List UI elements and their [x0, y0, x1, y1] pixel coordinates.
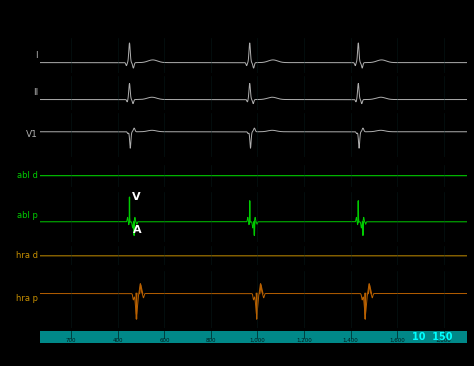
- Text: I: I: [36, 51, 38, 60]
- Text: hra p: hra p: [16, 294, 38, 303]
- Text: A: A: [133, 225, 142, 235]
- Text: 400: 400: [113, 338, 123, 343]
- Text: V: V: [132, 191, 140, 202]
- Text: 800: 800: [206, 338, 216, 343]
- Text: abl p: abl p: [17, 212, 38, 220]
- Text: V1: V1: [26, 130, 38, 139]
- Text: 1,600: 1,600: [389, 338, 405, 343]
- Text: hra d: hra d: [16, 251, 38, 260]
- Text: abl d: abl d: [17, 171, 38, 180]
- Text: 10  150: 10 150: [412, 332, 453, 342]
- Text: 1,800: 1,800: [436, 338, 452, 343]
- Text: II: II: [33, 88, 38, 97]
- Text: 600: 600: [159, 338, 170, 343]
- Text: 1,400: 1,400: [343, 338, 358, 343]
- Text: 1,000: 1,000: [250, 338, 265, 343]
- Text: 700: 700: [66, 338, 77, 343]
- Text: 1,200: 1,200: [296, 338, 312, 343]
